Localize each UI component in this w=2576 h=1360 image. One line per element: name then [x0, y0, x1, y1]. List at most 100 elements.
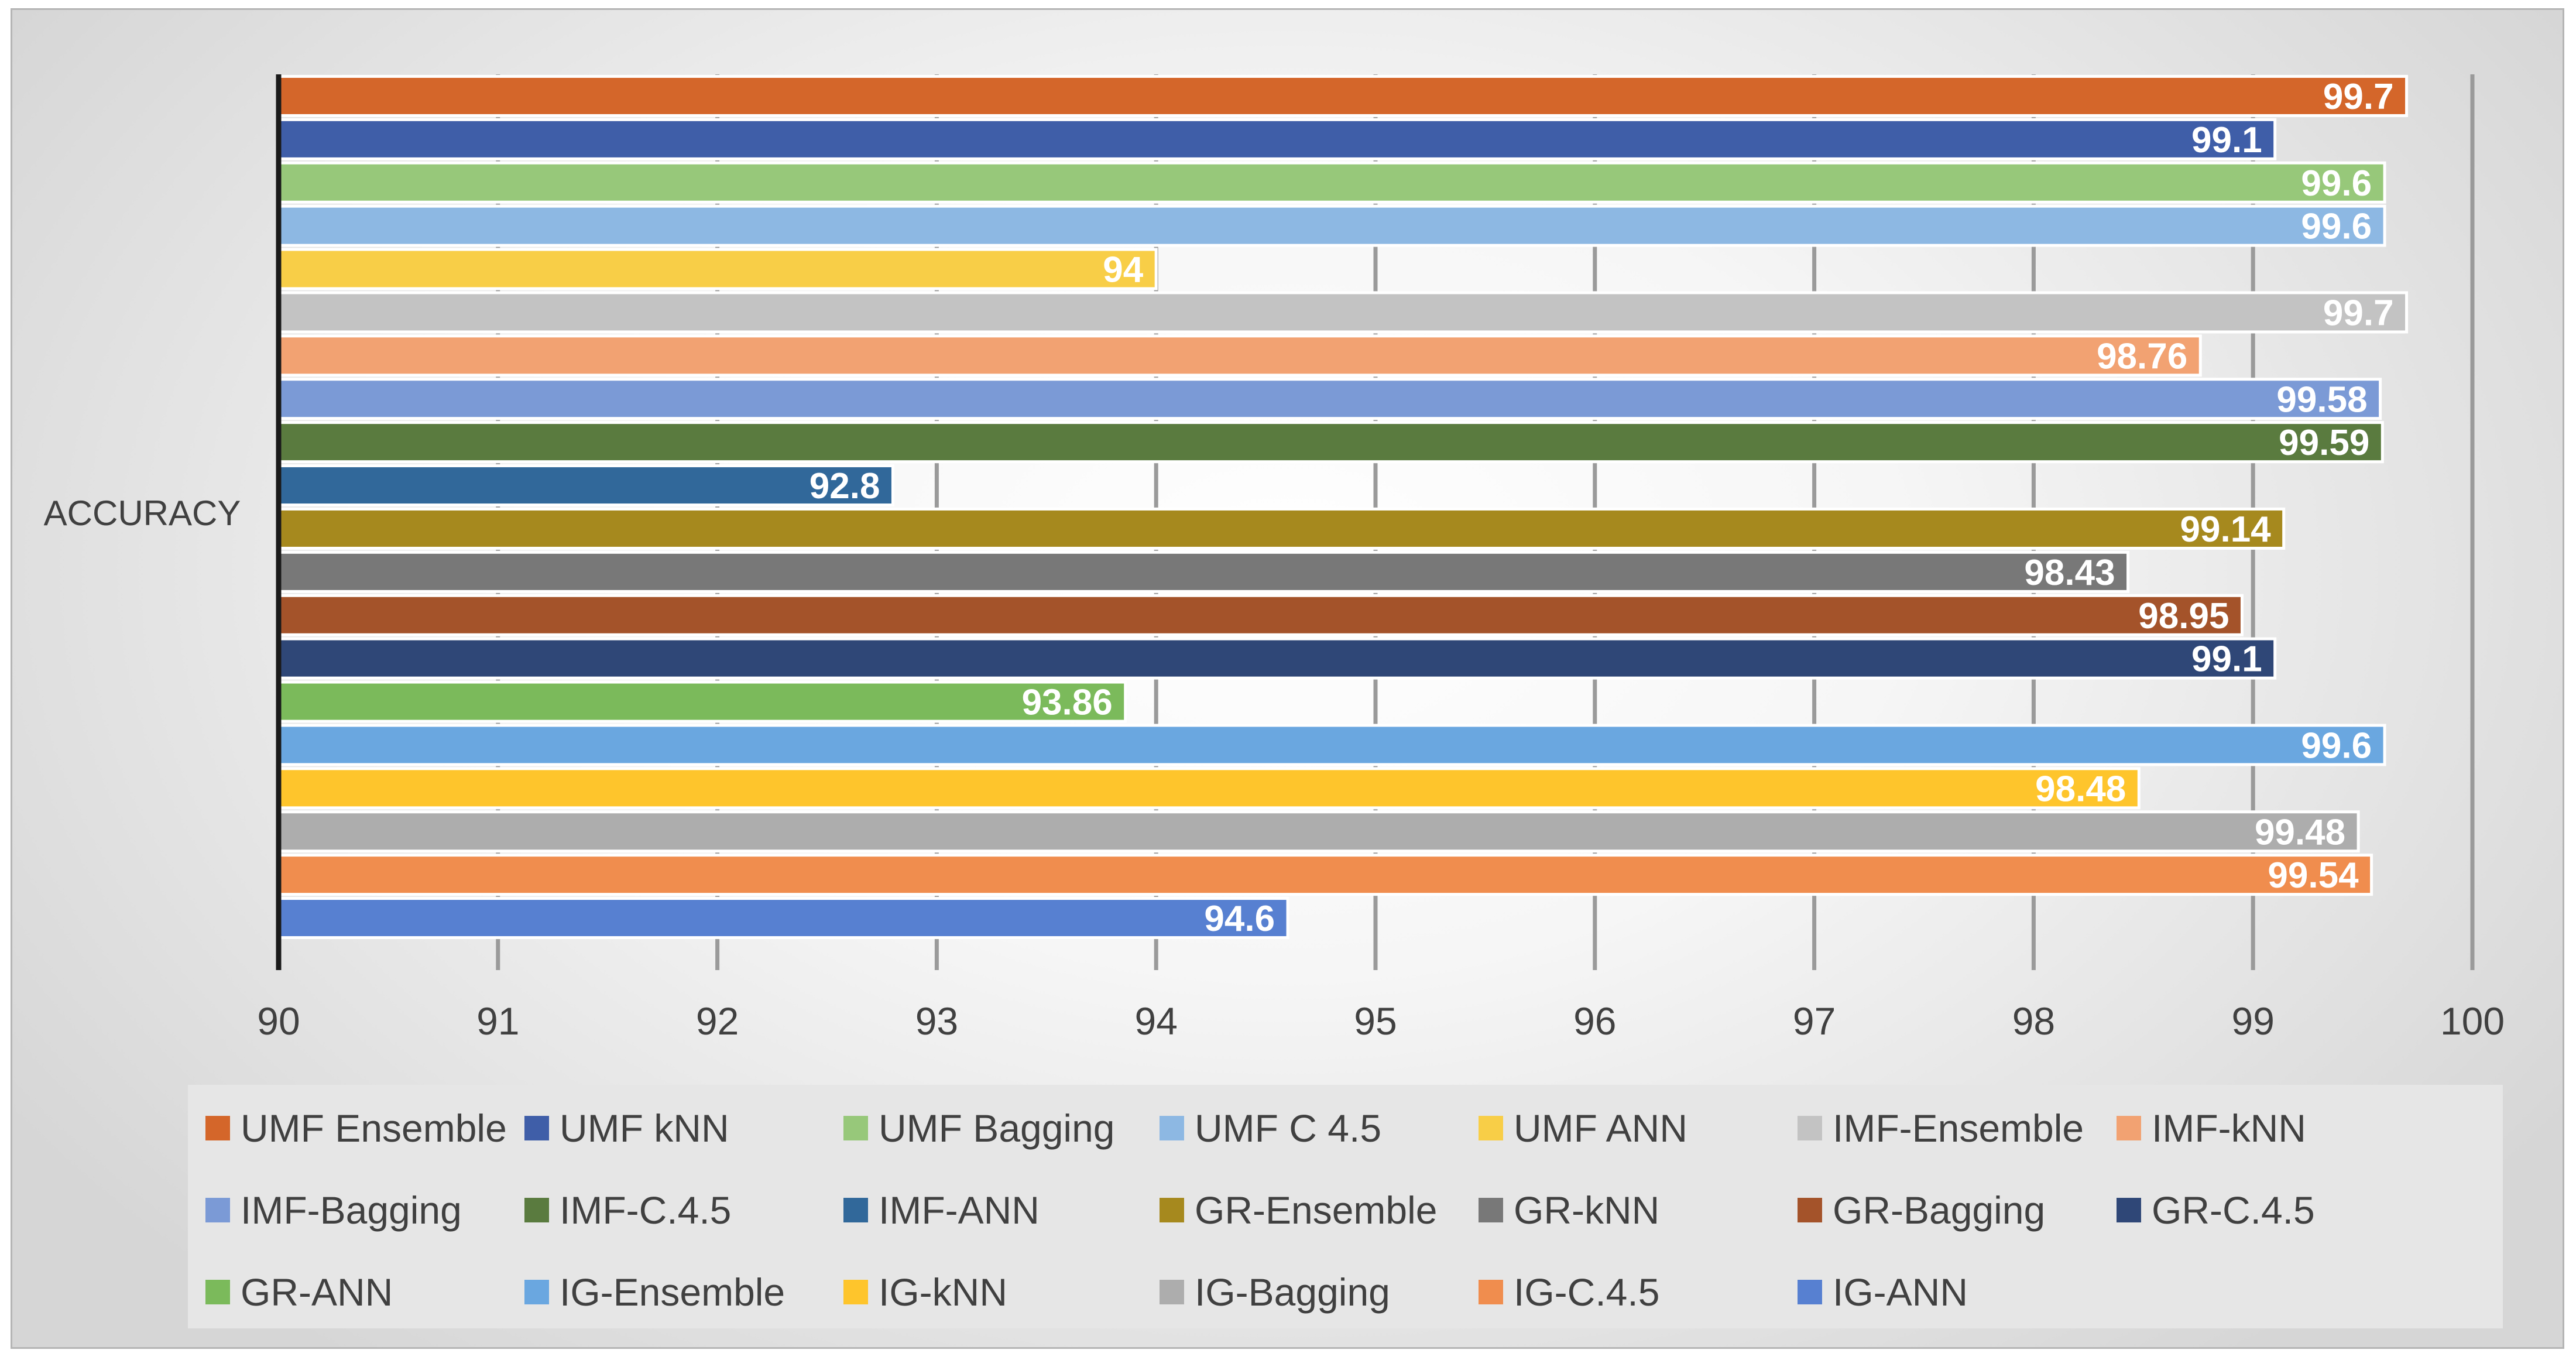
legend-label: GR-Bagging — [1833, 1188, 2046, 1232]
bar — [277, 248, 1158, 290]
legend-label: GR-ANN — [241, 1270, 393, 1314]
legend-label: IG-Ensemble — [560, 1270, 786, 1314]
data-label: 98.48 — [2035, 769, 2126, 809]
legend-item: IG-ANN — [1798, 1257, 1968, 1327]
legend-label: GR-kNN — [1514, 1188, 1660, 1232]
legend-item: IMF-ANN — [843, 1175, 1040, 1245]
bar — [277, 334, 2202, 377]
data-label: 94.6 — [1204, 899, 1275, 939]
chart-legend: UMF Ensemble UMF kNN UMF Bagging UMF C 4.5 U… — [188, 1085, 2503, 1328]
bar — [277, 378, 2382, 420]
x-tick-label: 93 — [915, 999, 958, 1043]
legend-item: UMF ANN — [1479, 1093, 1687, 1163]
legend-item: UMF C 4.5 — [1160, 1093, 1381, 1163]
legend-label: IMF-Ensemble — [1833, 1107, 2084, 1150]
legend-swatch — [1798, 1280, 1822, 1304]
legend-item: IG-kNN — [843, 1257, 1007, 1327]
data-label: 99.6 — [2301, 163, 2372, 204]
x-tick-label: 91 — [476, 999, 519, 1043]
legend-swatch — [1479, 1116, 1503, 1140]
data-label: 94 — [1103, 250, 1143, 290]
legend-label: IMF-kNN — [2152, 1107, 2306, 1150]
data-label: 92.8 — [809, 466, 880, 506]
bar — [277, 118, 2277, 160]
legend-item: GR-ANN — [205, 1257, 393, 1327]
legend-swatch — [843, 1198, 868, 1222]
bar — [277, 421, 2384, 464]
x-tick-label: 90 — [257, 999, 300, 1043]
data-label: 99.1 — [2191, 639, 2262, 680]
legend-label: UMF Ensemble — [241, 1107, 507, 1150]
legend-label: UMF kNN — [560, 1107, 729, 1150]
x-tick-label: 96 — [1573, 999, 1616, 1043]
bar — [277, 550, 2130, 593]
bar — [277, 637, 2277, 680]
legend-swatch — [524, 1280, 549, 1304]
bar — [277, 204, 2386, 247]
legend-label: IG-ANN — [1833, 1270, 1968, 1314]
legend-label: IMF-C.4.5 — [560, 1188, 732, 1232]
bar — [277, 810, 2360, 853]
x-tick-label: 94 — [1134, 999, 1177, 1043]
chart-area: 90 91 92 93 94 95 96 97 98 99 100 99.7 99.1 99.6 99.6 9… — [11, 8, 2564, 1349]
legend-item: IG-C.4.5 — [1479, 1257, 1659, 1327]
legend-swatch — [843, 1116, 868, 1140]
legend-item: GR-Ensemble — [1160, 1175, 1437, 1245]
data-label: 99.58 — [2276, 379, 2367, 420]
chart-plot: 90 91 92 93 94 95 96 97 98 99 10099.799.199.699.69… — [44, 74, 2505, 1043]
data-label: 99.7 — [2323, 293, 2394, 333]
bar — [277, 897, 1289, 940]
bar — [277, 724, 2386, 766]
data-label: 99.6 — [2301, 207, 2372, 247]
legend-label: UMF ANN — [1514, 1107, 1687, 1150]
bar — [277, 291, 2409, 334]
bar — [277, 507, 2286, 550]
x-tick-label: 99 — [2231, 999, 2274, 1043]
data-label: 99.54 — [2268, 855, 2359, 896]
bar — [277, 161, 2386, 204]
legend-swatch — [1479, 1280, 1503, 1304]
legend-label: GR-C.4.5 — [2152, 1188, 2315, 1232]
legend-item: IG-Ensemble — [524, 1257, 785, 1327]
legend-label: IMF-Bagging — [241, 1188, 462, 1232]
legend-label: UMF Bagging — [879, 1107, 1115, 1150]
legend-item: GR-C.4.5 — [2117, 1175, 2315, 1245]
legend-swatch — [1160, 1280, 1184, 1304]
legend-label: IMF-ANN — [879, 1188, 1040, 1232]
bar — [277, 74, 2409, 117]
legend-swatch — [205, 1116, 230, 1140]
legend-item: UMF Ensemble — [205, 1093, 507, 1163]
legend-item: IMF-Bagging — [205, 1175, 462, 1245]
bar — [277, 767, 2141, 810]
x-tick-label: 95 — [1354, 999, 1397, 1043]
legend-item: IMF-kNN — [2117, 1093, 2306, 1163]
legend-item: IMF-Ensemble — [1798, 1093, 2084, 1163]
legend-swatch — [524, 1116, 549, 1140]
bar — [277, 464, 894, 507]
legend-item: IG-Bagging — [1160, 1257, 1390, 1327]
legend-item: IMF-C.4.5 — [524, 1175, 731, 1245]
x-tick-label: 100 — [2440, 999, 2505, 1043]
data-label: 99.48 — [2255, 812, 2345, 852]
legend-item: UMF kNN — [524, 1093, 729, 1163]
category-label: ACCURACY — [44, 494, 241, 533]
legend-swatch — [1160, 1198, 1184, 1222]
legend-label: IG-C.4.5 — [1514, 1270, 1660, 1314]
legend-label: GR-Ensemble — [1195, 1188, 1438, 1232]
data-label: 99.14 — [2180, 509, 2272, 550]
x-tick-label: 98 — [2012, 999, 2055, 1043]
bar — [277, 594, 2244, 636]
legend-item: UMF Bagging — [843, 1093, 1115, 1163]
x-tick-label: 92 — [696, 999, 739, 1043]
data-label: 98.76 — [2097, 336, 2187, 376]
data-label: 99.59 — [2279, 423, 2369, 463]
data-label: 98.95 — [2138, 596, 2229, 636]
legend-item: GR-Bagging — [1798, 1175, 2045, 1245]
data-label: 99.6 — [2301, 725, 2372, 766]
legend-swatch — [524, 1198, 549, 1222]
bar — [277, 680, 1127, 723]
legend-swatch — [2117, 1198, 2141, 1222]
legend-swatch — [1160, 1116, 1184, 1140]
legend-swatch — [2117, 1116, 2141, 1140]
legend-swatch — [1479, 1198, 1503, 1222]
